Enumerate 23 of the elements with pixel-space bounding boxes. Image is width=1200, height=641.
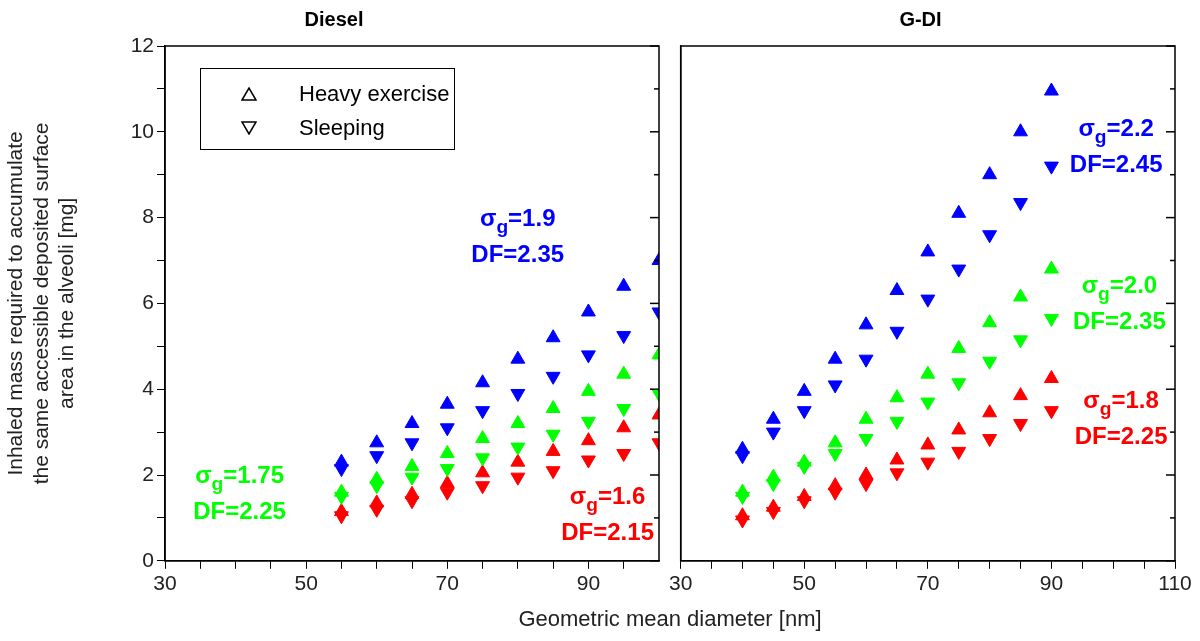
x-tick-label: 90 <box>1039 571 1064 595</box>
y-tick-label: 2 <box>142 461 154 485</box>
annotation: Heavy exercise <box>299 81 450 107</box>
y-axis-title: Inhaled mass required to accumulate the same accessible deposited surface area in the alveoli [mg] <box>3 122 77 485</box>
x-tick-label: 70 <box>916 571 940 595</box>
y-tick-label: 10 <box>130 118 154 142</box>
legend-frame: Heavy exercise Sleeping <box>200 68 455 150</box>
y-tick-label: 12 <box>130 32 154 56</box>
x-tick-label: 30 <box>669 571 693 595</box>
x-tick-label: 50 <box>294 571 318 595</box>
x-tick-label: 110 <box>1158 571 1192 595</box>
x-tick-label: 90 <box>576 571 601 595</box>
y-tick-label: 8 <box>142 204 154 228</box>
x-tick-label: 70 <box>435 571 459 595</box>
y-tick-label: 4 <box>142 376 155 399</box>
x-axis-title: Geometric mean diameter [nm] <box>517 606 823 632</box>
chart-title: G-DI <box>899 7 942 30</box>
annotation: Sleeping <box>299 115 385 141</box>
x-tick-label: 30 <box>153 571 177 595</box>
y-tick-label: 0 <box>142 547 154 571</box>
y-tick-label: 6 <box>142 290 154 314</box>
x-tick-label: 50 <box>792 571 816 595</box>
chart-title: Diesel <box>304 7 364 30</box>
